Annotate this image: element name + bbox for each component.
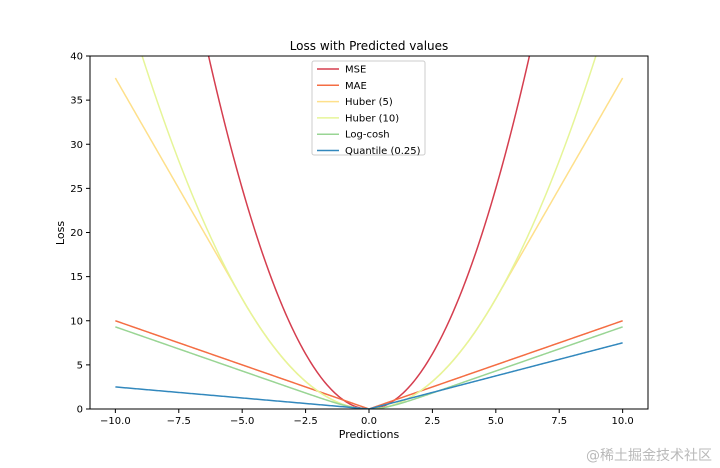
y-tick-label: 15 xyxy=(70,272,83,283)
legend-label: MSE xyxy=(345,65,366,76)
series-line-huber-5 xyxy=(114,77,624,409)
y-tick-label: 0 xyxy=(77,405,83,416)
y-tick-label: 30 xyxy=(70,140,83,151)
legend-label: Quantile (0.25) xyxy=(345,146,421,157)
y-tick-label: 25 xyxy=(70,184,83,195)
legend: MSE MAE Huber (5) Huber (10) Log-cosh Quantil… xyxy=(311,60,426,157)
x-tick-label: 10.0 xyxy=(612,416,634,427)
series-line-quantile-0-25 xyxy=(115,342,623,409)
y-axis-ticks: 0 5 10 15 20 25 30 35 40 xyxy=(70,52,90,416)
x-tick-label: 5.0 xyxy=(488,416,504,427)
legend-label: Log-cosh xyxy=(345,130,390,141)
y-tick-label: 5 xyxy=(77,360,83,371)
x-tick-label: −2.5 xyxy=(293,416,317,427)
x-tick-label: 0.0 xyxy=(361,416,377,427)
watermark-text: @稀土掘金技术社区 xyxy=(586,448,712,464)
plot-lines xyxy=(114,56,624,409)
y-tick-label: 10 xyxy=(70,316,83,327)
chart-title: Loss with Predicted values xyxy=(290,39,449,53)
x-tick-label: −7.5 xyxy=(167,416,191,427)
legend-label: MAE xyxy=(345,81,367,92)
legend-frame xyxy=(311,60,426,156)
y-tick-label: 40 xyxy=(70,52,83,63)
x-axis-ticks: −10.0 −7.5 −5.0 −2.5 0.0 2.5 5.0 7.5 10.0 xyxy=(100,409,634,427)
series-line-log-cosh xyxy=(115,326,623,409)
x-tick-label: −10.0 xyxy=(100,416,131,427)
x-tick-label: 7.5 xyxy=(551,416,567,427)
x-tick-label: −5.0 xyxy=(230,416,254,427)
y-tick-label: 35 xyxy=(70,96,83,107)
x-axis-label: Predictions xyxy=(339,428,400,441)
legend-label: Huber (10) xyxy=(345,113,399,124)
y-tick-label: 20 xyxy=(70,228,83,239)
series-line-mae xyxy=(115,320,623,409)
y-axis-label: Loss xyxy=(54,221,67,245)
legend-label: Huber (5) xyxy=(345,97,393,108)
x-tick-label: 2.5 xyxy=(424,416,440,427)
series-line-huber-10 xyxy=(141,56,597,409)
